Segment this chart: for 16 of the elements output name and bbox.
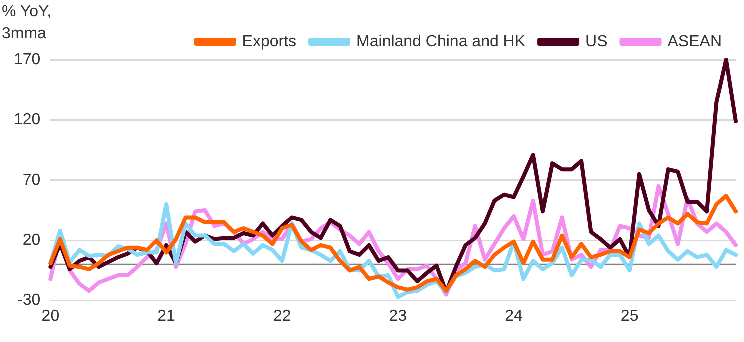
x-tick-label: 23: [389, 308, 408, 325]
y-tick-label: 170: [14, 51, 41, 68]
legend-label: Mainland China and HK: [356, 33, 526, 50]
y-axis-title: % YoY, 3mma: [2, 3, 52, 42]
x-tick-label: 24: [505, 308, 523, 325]
x-tick-label: 20: [42, 308, 60, 325]
y-tick-label: 120: [14, 112, 41, 129]
y-tick-label: -30: [18, 292, 41, 310]
legend-label: Exports: [242, 33, 297, 50]
y-tick-label: 20: [22, 232, 41, 250]
x-tick-label: 21: [158, 308, 176, 325]
legend-label: ASEAN: [668, 33, 722, 50]
legend-label: US: [586, 33, 608, 50]
x-tick-label: 25: [620, 308, 639, 325]
x-tick-label: 22: [273, 308, 292, 325]
y-tick-label: 70: [22, 172, 41, 189]
